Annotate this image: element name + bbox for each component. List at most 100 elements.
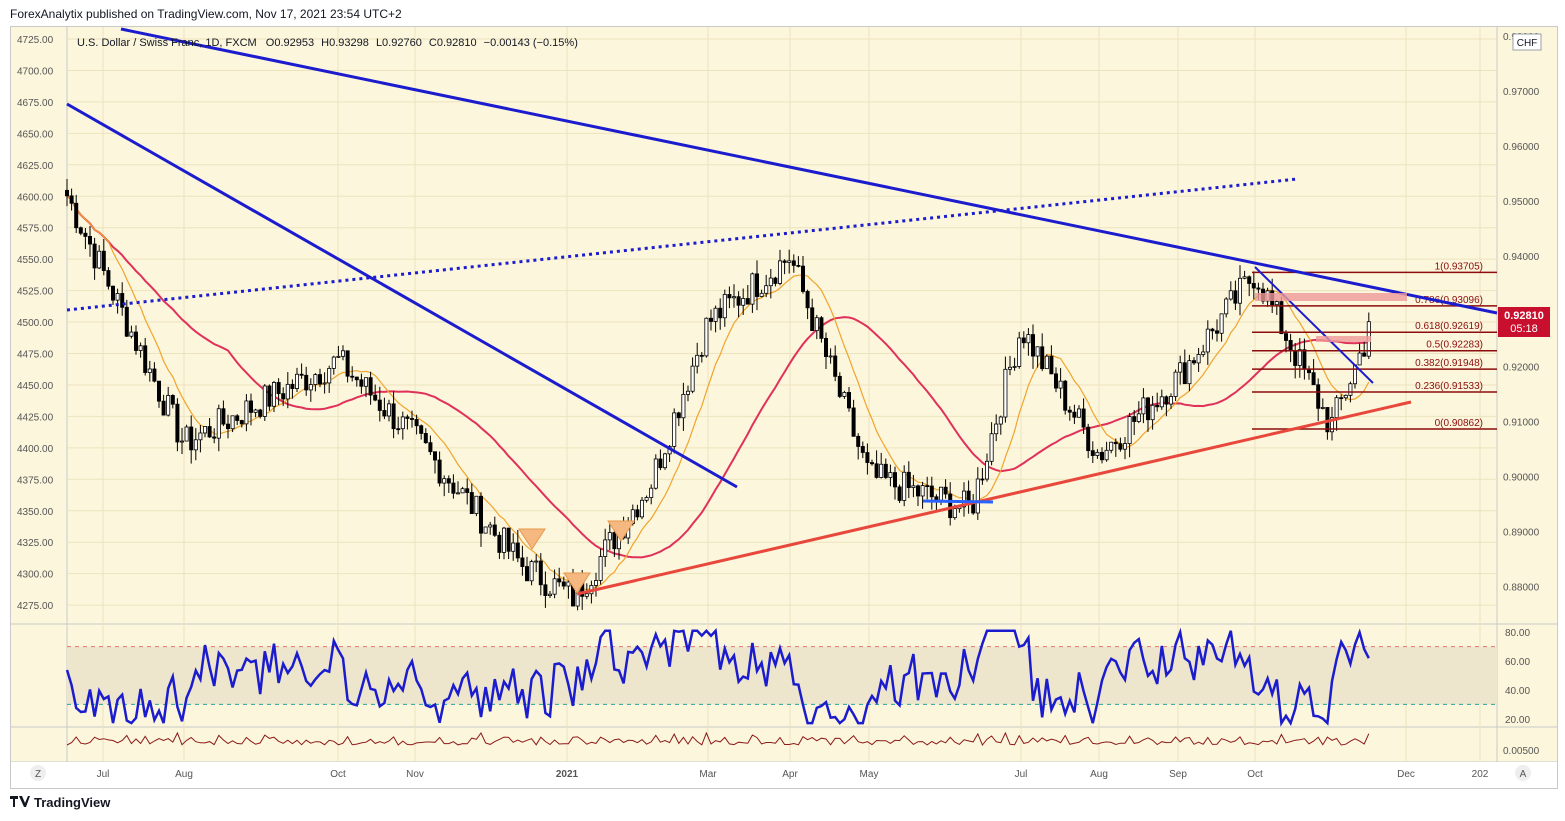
left-axis-label: 4725.00	[17, 35, 54, 46]
candle-body	[566, 581, 571, 587]
footer-brand[interactable]: TradingView	[10, 795, 110, 810]
candle-body	[768, 277, 773, 287]
candle-body	[294, 373, 299, 389]
candle-body	[78, 227, 83, 234]
left-axis-label: 4350.00	[17, 507, 54, 518]
double-bottom-marker	[922, 499, 994, 504]
fib-level-label: 0.786(0.93096)	[1415, 295, 1483, 306]
rsi-axis-label: 40.00	[1505, 686, 1530, 697]
candle-body	[929, 485, 934, 498]
candle-body	[759, 292, 764, 297]
candle-body	[690, 365, 695, 392]
candle-body	[1067, 409, 1072, 413]
currency-badge-box[interactable]	[1512, 33, 1542, 51]
candle-body	[718, 307, 723, 319]
candle-body	[92, 243, 97, 269]
candle-body	[998, 416, 1003, 425]
candle-body	[598, 556, 603, 581]
candle-body	[1242, 276, 1247, 279]
candle-body	[755, 273, 760, 297]
price-axis-label: 0.97000	[1503, 87, 1540, 98]
time-axis-label: Apr	[782, 769, 798, 780]
candle-body	[897, 486, 902, 501]
candle-body	[442, 478, 447, 484]
left-axis-label: 4500.00	[17, 318, 54, 329]
fib-level-label: 0.5(0.92283)	[1426, 340, 1483, 351]
candle-body	[138, 345, 143, 351]
candle-body	[1040, 346, 1045, 370]
candle-body	[681, 393, 686, 419]
candle-body	[317, 374, 322, 385]
price-axis-label: 0.88000	[1503, 583, 1540, 594]
candle-body	[985, 460, 990, 480]
candle-body	[879, 463, 884, 478]
candle-body	[1054, 373, 1059, 389]
candle-body	[368, 377, 373, 396]
left-axis-label: 4400.00	[17, 444, 54, 455]
candle-body	[235, 415, 240, 421]
legend-open: O0.92953	[266, 37, 314, 49]
candle-body	[1173, 371, 1178, 397]
candle-body	[460, 488, 465, 494]
candle-body	[501, 527, 506, 553]
left-axis-label: 4550.00	[17, 255, 54, 266]
candle-body	[1086, 426, 1091, 452]
candle-body	[534, 560, 539, 563]
currency-badge[interactable]: CHF	[1517, 38, 1538, 49]
candle-body	[331, 356, 336, 369]
left-axis-label: 4475.00	[17, 350, 54, 361]
candle-body	[736, 296, 741, 306]
candle-body	[1044, 355, 1049, 370]
candle-body	[874, 463, 879, 478]
candle-body	[386, 403, 391, 417]
chart-canvas[interactable]: 1(0.93705) 0.786(0.93096) 0.618(0.92619) 0.…	[11, 27, 1557, 788]
candle-body	[198, 432, 203, 441]
candle-body	[1136, 413, 1141, 422]
zoom-button-bg[interactable]	[30, 765, 46, 781]
candle-body	[672, 412, 677, 447]
candle-body	[115, 293, 120, 301]
candle-body	[699, 354, 704, 357]
candle-body	[787, 260, 792, 263]
price-axis-label: 0.91000	[1503, 417, 1540, 428]
candle-body	[124, 306, 129, 337]
candle-body	[428, 442, 433, 453]
candle-body	[948, 493, 953, 519]
candle-body	[745, 298, 750, 305]
candle-body	[1118, 443, 1123, 450]
candle-body	[1334, 397, 1339, 418]
candle-body	[511, 542, 516, 552]
candle-body	[1113, 441, 1118, 445]
candle-body	[285, 383, 290, 400]
time-axis-label: Aug	[175, 769, 193, 780]
candle-body	[340, 350, 345, 357]
auto-scale-button[interactable]: A	[1520, 769, 1527, 780]
auto-scale-button-bg[interactable]	[1515, 765, 1531, 781]
candle-body	[1362, 352, 1367, 357]
candle-body	[778, 260, 783, 284]
dotted-channel-line	[66, 177, 1298, 312]
candle-body	[856, 435, 861, 447]
candle-body	[916, 485, 921, 497]
candle-body	[225, 423, 230, 430]
price-axis-label: 0.89000	[1503, 528, 1540, 539]
candle-body	[888, 472, 893, 478]
candle-body	[925, 485, 930, 487]
candle-body	[483, 526, 488, 534]
candle-body	[814, 317, 819, 332]
candle-body	[276, 382, 281, 395]
chart-frame[interactable]: 1(0.93705) 0.786(0.93096) 0.618(0.92619) 0.…	[10, 26, 1558, 789]
candle-body	[1279, 301, 1284, 335]
candle-body	[308, 384, 313, 391]
candle-body	[1348, 383, 1353, 396]
candle-body	[1049, 355, 1054, 375]
candle-body	[400, 416, 405, 430]
candle-body	[437, 459, 442, 484]
candle-body	[373, 394, 378, 401]
candle-body	[129, 331, 134, 337]
candle-body	[1159, 396, 1164, 408]
candle-body	[902, 471, 907, 501]
candle-body	[1320, 407, 1325, 409]
zoom-button[interactable]: Z	[35, 769, 41, 780]
candle-body	[88, 235, 93, 245]
